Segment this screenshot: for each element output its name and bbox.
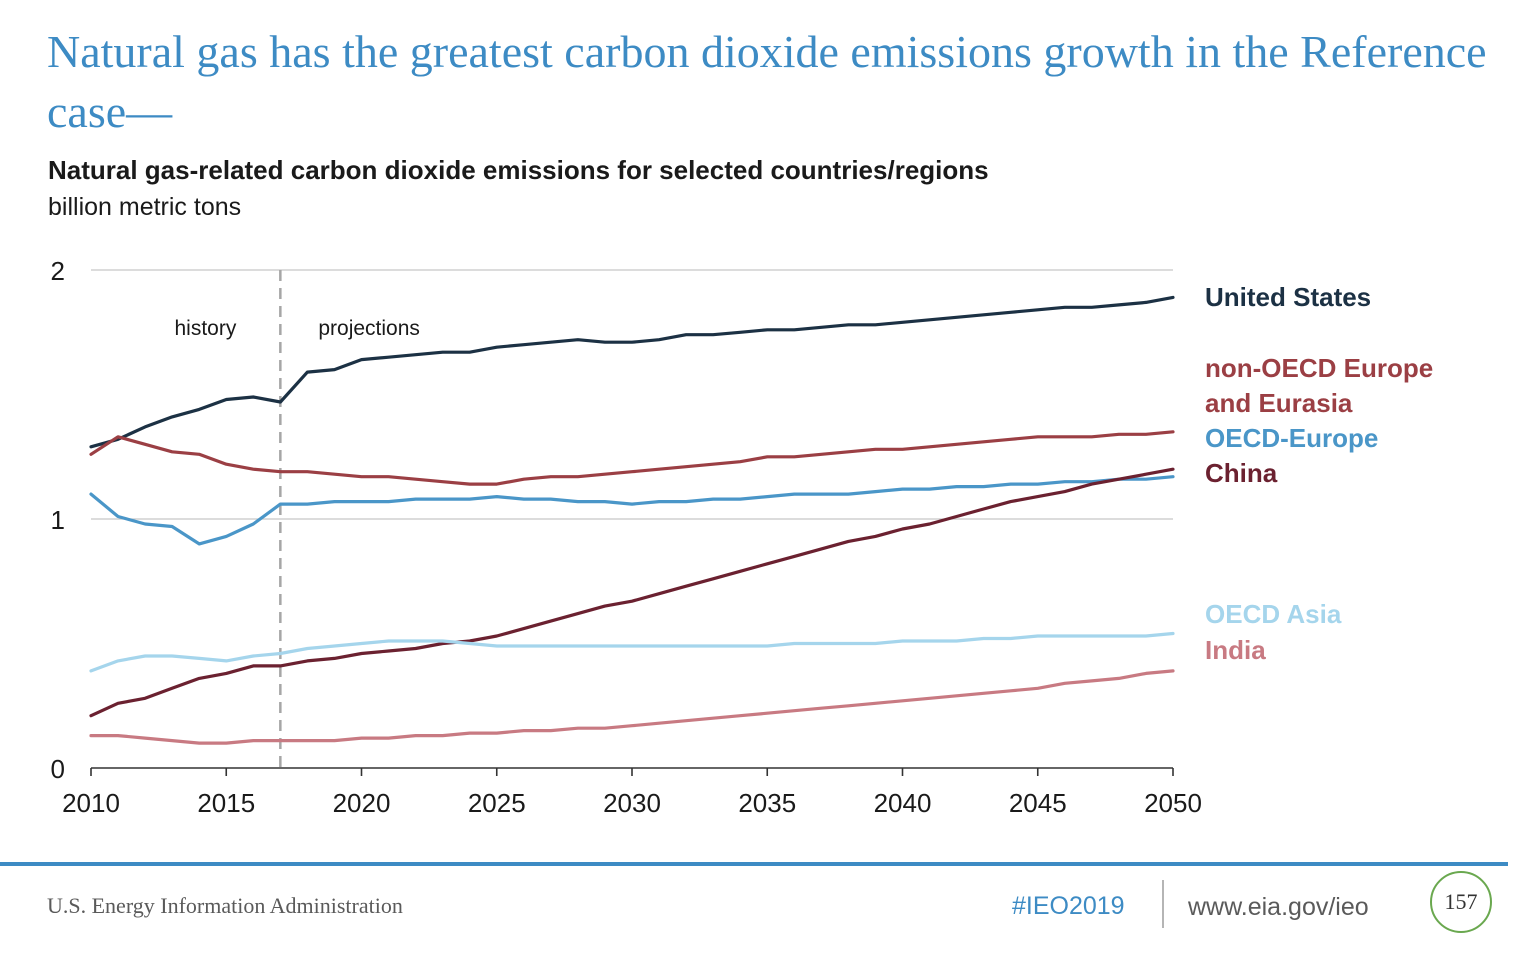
x-tick-label: 2050 xyxy=(1144,788,1202,818)
x-tick-label: 2010 xyxy=(62,788,120,818)
y-tick-label: 2 xyxy=(51,256,65,286)
series-lines xyxy=(89,295,1175,745)
series-line-non-oecd-europe-and-eurasia xyxy=(89,430,1175,486)
x-tick-label: 2045 xyxy=(1009,788,1067,818)
x-tick-label: 2025 xyxy=(468,788,526,818)
y-tick-label: 1 xyxy=(51,505,65,535)
footer-url[interactable]: www.eia.gov/ieo xyxy=(1188,893,1369,921)
chart-units-label: billion metric tons xyxy=(48,193,242,221)
series-label-oecd-asia: OECD Asia xyxy=(1205,599,1342,629)
history-label: history xyxy=(174,317,236,340)
series-label-india: India xyxy=(1205,635,1266,665)
series-label-non-oecd-europe-and-eurasia: non-OECD Europe and Eurasia xyxy=(1205,353,1433,418)
y-tick-label: 0 xyxy=(51,754,65,784)
footer-divider xyxy=(1162,880,1164,928)
x-tick-label: 2040 xyxy=(874,788,932,818)
legend: United States non-OECD Europe and Eurasia O… xyxy=(1205,282,1433,665)
series-label-china: China xyxy=(1205,458,1278,488)
x-tick-label: 2030 xyxy=(603,788,661,818)
footer-hashtag[interactable]: #IEO2019 xyxy=(1012,892,1125,920)
annotations: history projections xyxy=(174,270,420,768)
page-number-badge: 157 xyxy=(1430,871,1492,933)
gridlines xyxy=(91,269,1173,520)
footer-rule xyxy=(0,862,1508,866)
projections-label: projections xyxy=(318,317,420,340)
axes: 0 1 2 2010 2015 2020 2025 2030 2035 2040 2045 2050 xyxy=(51,256,1202,818)
x-tick-label: 2035 xyxy=(738,788,796,818)
series-line-oecd-asia xyxy=(89,631,1175,673)
series-line-united-states xyxy=(89,295,1175,449)
series-line-india xyxy=(89,669,1175,745)
series-line-china xyxy=(89,467,1175,718)
series-line-oecd-europe xyxy=(89,475,1175,546)
footer-agency: U.S. Energy Information Administration xyxy=(47,893,403,918)
slide-title: Natural gas has the greatest carbon diox… xyxy=(47,26,1487,137)
series-label-united-states: United States xyxy=(1205,282,1371,312)
x-tick-label: 2020 xyxy=(333,788,391,818)
chart-title: Natural gas-related carbon dioxide emiss… xyxy=(48,155,989,185)
x-tick-label: 2015 xyxy=(197,788,255,818)
series-label-oecd-europe: OECD-Europe xyxy=(1205,423,1378,453)
